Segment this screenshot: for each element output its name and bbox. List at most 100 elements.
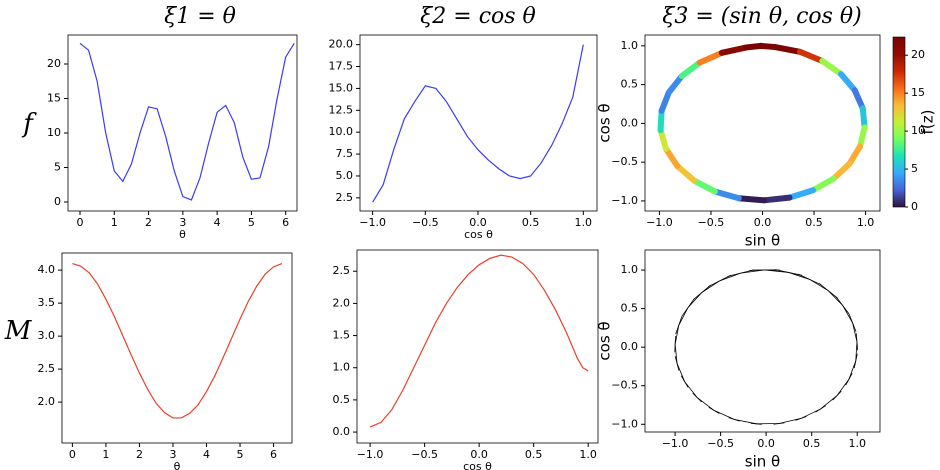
colorbar-tick-label: 0: [911, 200, 918, 213]
quiver-segment: [818, 283, 838, 299]
quiver-segment: [708, 406, 720, 414]
x-tick-label: 3: [179, 216, 186, 229]
quiver-segment: [680, 375, 689, 388]
y-tick-label: 15: [47, 91, 61, 104]
quiver-segment: [681, 298, 695, 317]
colorbar-label: f(z): [919, 110, 937, 135]
ring-point: [735, 195, 768, 204]
y-tick-label: 20: [47, 57, 61, 70]
x-tick-label: 0.5: [522, 216, 540, 229]
x-tick-label: 0.5: [805, 216, 823, 229]
quiver-segment: [674, 356, 680, 371]
x-tick-label: 0: [69, 448, 76, 461]
colorbar-tick-label: 20: [911, 48, 925, 61]
y-tick-label: 2.5: [333, 264, 351, 277]
y-tick-label: 1.5: [333, 329, 351, 342]
ring-point: [761, 194, 793, 204]
quiver-segment: [832, 390, 842, 401]
y-tick-label: 3.5: [38, 296, 56, 309]
quiver-segment: [855, 333, 859, 351]
y-tick-label: 0: [54, 195, 61, 208]
ring-point: [786, 187, 817, 201]
x-tick-label: 4: [203, 448, 210, 461]
ring-point: [657, 107, 665, 134]
quiver-segment: [845, 373, 853, 386]
quiver-segment: [750, 422, 762, 425]
y-tick-label: 10.0: [329, 125, 354, 138]
x-tick-label: 2: [145, 216, 152, 229]
x-tick-label: 1.0: [579, 448, 597, 461]
ring-point: [859, 105, 868, 131]
y-tick-label: 17.5: [329, 60, 354, 73]
quiver-segment: [675, 316, 683, 335]
quiver-segment: [692, 392, 702, 403]
x-tick-label: 1.0: [857, 216, 875, 229]
colorbar-tick-label: 10: [911, 124, 925, 137]
x-tick-label: 0.5: [803, 437, 821, 450]
ring-point: [830, 160, 853, 182]
ring-point: [711, 188, 742, 202]
data-line: [369, 254, 589, 428]
quiver-segment: [773, 422, 785, 425]
y-tick-label: 2.5: [38, 362, 56, 375]
y-tick-label: 2.0: [38, 395, 56, 408]
x-tick-label: −1.0: [359, 216, 386, 229]
x-tick-label: −1.0: [357, 448, 384, 461]
y-tick-label: 20.0: [329, 38, 354, 51]
quiver-segment: [853, 353, 858, 369]
quiver-segment: [674, 336, 676, 353]
x-tick-label: 0.0: [469, 216, 487, 229]
y-tick-label: 5: [54, 161, 61, 174]
x-tick-label: 1.0: [848, 437, 866, 450]
data-line: [72, 262, 283, 419]
row-label: M: [4, 316, 33, 346]
y-tick-label: 0.0: [621, 116, 639, 129]
x-tick-label: 1: [111, 216, 118, 229]
y-axis-label: cos θ: [596, 321, 614, 360]
y-axis-label: cos θ: [596, 103, 614, 142]
plot-frame: [356, 249, 599, 444]
quiver-segment: [815, 405, 826, 413]
x-tick-label: 0.0: [757, 437, 775, 450]
quiver-segment: [848, 313, 857, 332]
x-tick-label: −1.0: [646, 216, 673, 229]
quiver-segment: [798, 273, 822, 286]
y-tick-label: −0.5: [611, 379, 638, 392]
x-axis-label: θ: [174, 460, 181, 470]
y-tick-label: 0.0: [621, 340, 639, 353]
ring-point: [674, 163, 698, 184]
column-title: ξ2 = cos θ: [420, 4, 536, 29]
x-tick-label: −1.0: [662, 437, 689, 450]
x-tick-label: 3: [169, 448, 176, 461]
x-tick-label: 0.0: [470, 448, 488, 461]
plot-frame: [61, 252, 293, 444]
ring-point: [657, 127, 669, 152]
x-tick-label: −0.5: [412, 216, 439, 229]
ring-point: [796, 48, 826, 64]
x-axis-label: sin θ: [745, 232, 780, 250]
y-tick-label: 12.5: [329, 103, 354, 116]
x-axis-label: cos θ: [464, 228, 493, 241]
ring-point: [696, 49, 725, 66]
quiver-segment: [836, 296, 850, 315]
y-tick-label: 5.0: [336, 169, 354, 182]
x-tick-label: 0.0: [754, 216, 772, 229]
plot-frame: [359, 34, 598, 212]
ring-point: [662, 145, 681, 170]
y-tick-label: 1.0: [621, 263, 639, 276]
column-title: ξ3 = (sin θ, cos θ): [662, 4, 862, 29]
x-axis-label: cos θ: [463, 460, 492, 470]
colorbar-tick-label: 15: [911, 86, 925, 99]
y-tick-label: 0.5: [621, 302, 639, 315]
y-tick-label: −0.5: [611, 155, 638, 168]
ring-point: [810, 175, 837, 194]
ring-point: [658, 89, 672, 114]
y-tick-label: 1.0: [333, 361, 351, 374]
ring-point: [665, 73, 685, 96]
x-tick-label: −0.5: [707, 437, 734, 450]
x-tick-label: 1.0: [575, 216, 593, 229]
quiver-segment: [749, 269, 777, 271]
ring-point: [678, 59, 703, 80]
ring-point: [691, 177, 718, 195]
